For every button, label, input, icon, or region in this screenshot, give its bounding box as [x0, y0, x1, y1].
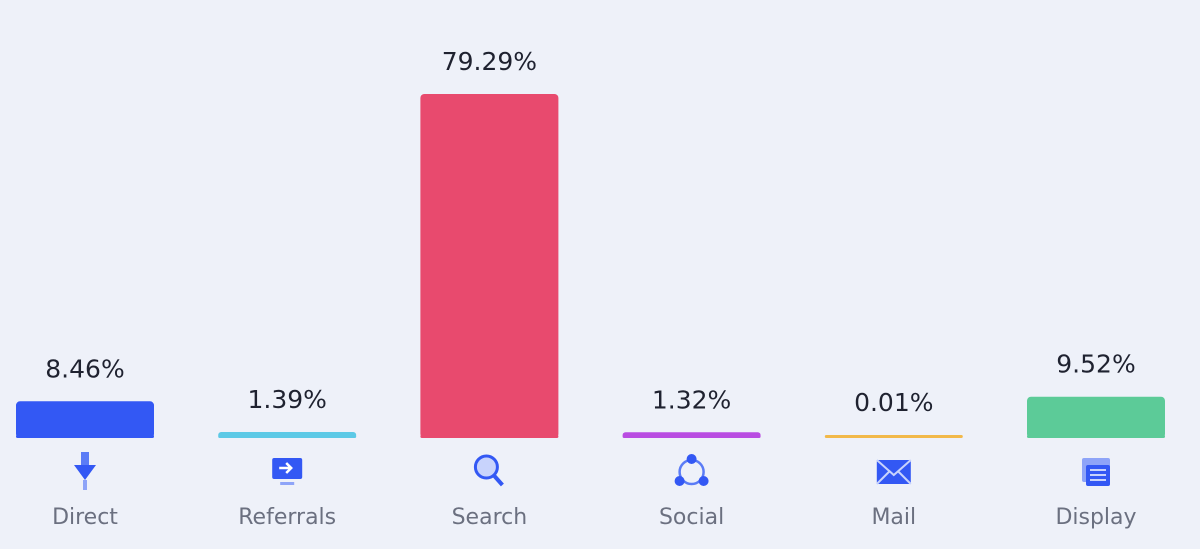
icon-part: [280, 482, 295, 485]
bar: [1027, 396, 1165, 438]
value-label: 1.32%: [652, 385, 731, 414]
category-icon: [473, 454, 504, 487]
bar: [622, 432, 761, 438]
icon-part: [674, 476, 685, 486]
category-label: Direct: [52, 505, 118, 530]
category-label: Social: [659, 505, 724, 530]
icon-part: [473, 454, 499, 480]
bar: [16, 401, 154, 438]
icon-part: [74, 465, 96, 480]
category-icon: [74, 452, 96, 490]
value-label: 1.39%: [247, 385, 326, 414]
icon-part: [83, 480, 87, 490]
category-icon: [876, 459, 912, 485]
icon-part: [876, 459, 912, 485]
icon-part: [698, 476, 709, 486]
icon-part: [876, 460, 911, 484]
bar-base: [824, 435, 963, 438]
icon-part: [492, 474, 504, 487]
icon-part: [1090, 469, 1106, 481]
icon-part: [81, 452, 89, 466]
bar: [218, 431, 357, 438]
bar: [420, 94, 559, 438]
category-label: Mail: [871, 505, 916, 530]
category-icon: [272, 458, 303, 485]
category-label: Referrals: [238, 505, 336, 530]
icon-part: [279, 462, 293, 474]
category-label: Search: [452, 505, 528, 530]
value-label: 79.29%: [442, 47, 537, 76]
category-label: Display: [1055, 505, 1136, 530]
value-label: 9.52%: [1056, 350, 1135, 379]
value-label: 0.01%: [854, 388, 933, 417]
icon-part: [686, 454, 697, 464]
category-icon: [1082, 458, 1110, 486]
value-label: 8.46%: [45, 354, 124, 383]
category-icon: [674, 454, 709, 486]
